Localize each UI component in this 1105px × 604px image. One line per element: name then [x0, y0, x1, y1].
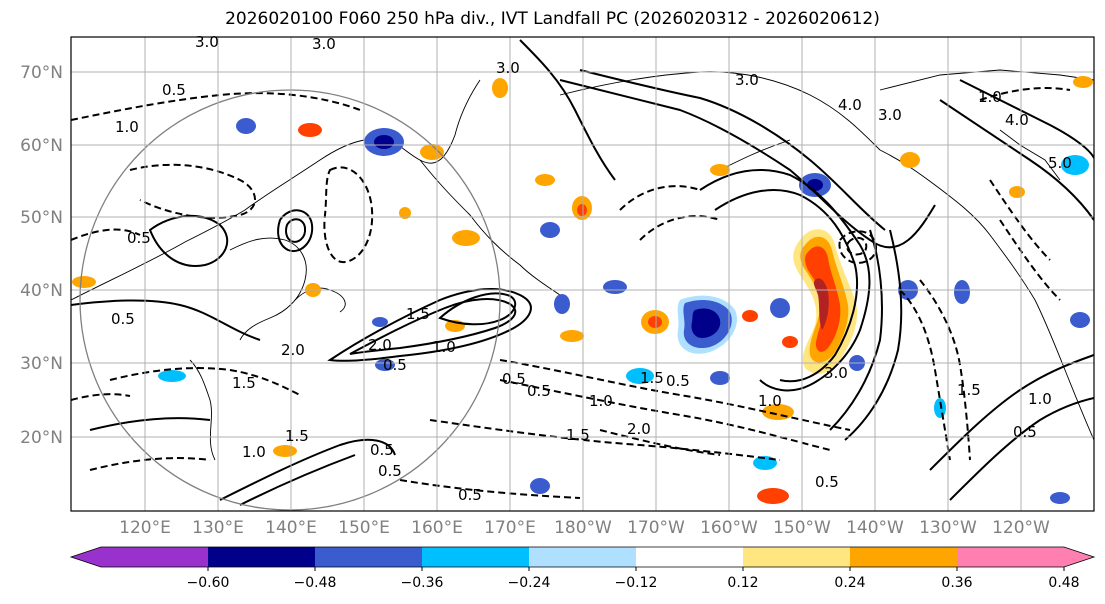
- contour-label: 2.0: [281, 341, 305, 359]
- contour-label: 0.5: [1013, 423, 1037, 441]
- lon-label: 140°E: [265, 518, 317, 538]
- colorbar-segment: [529, 547, 637, 567]
- colorbar-label: −0.12: [615, 575, 658, 591]
- contour-label: 2.0: [368, 336, 392, 354]
- colorbar-label: 0.48: [1048, 575, 1079, 591]
- contour-label: 1.0: [589, 392, 613, 410]
- lon-label: 130°E: [192, 518, 244, 538]
- contour-label: 1.5: [232, 374, 256, 392]
- colorbar-label: −0.24: [508, 575, 551, 591]
- contour-label: 3.0: [735, 71, 759, 89]
- contour-label: 1.0: [432, 338, 456, 356]
- contour-label: 4.0: [1005, 111, 1029, 129]
- lon-label: 120°E: [119, 518, 171, 538]
- colorbar: −0.60 −0.48 −0.36 −0.24 −0.12 0.12 0.24 0.36 0.4…: [69, 546, 1096, 591]
- colorbar-extend-low: [71, 547, 101, 567]
- contour-label: 3.0: [312, 35, 336, 53]
- contour-label: 3.0: [195, 33, 219, 51]
- lon-label: 160°E: [411, 518, 463, 538]
- lat-label: 20°N: [20, 428, 63, 448]
- gridlines: [71, 37, 1094, 511]
- lon-label: 130°W: [919, 518, 977, 538]
- contour-label: 1.0: [978, 88, 1002, 106]
- lat-label: 60°N: [20, 136, 63, 156]
- contour-label: 3.0: [824, 364, 848, 382]
- contour-label: 1.0: [758, 392, 782, 410]
- colorbar-segment: [208, 547, 316, 567]
- lon-label: 170°W: [627, 518, 685, 538]
- lon-label: 150°W: [773, 518, 831, 538]
- lon-label: 180°W: [554, 518, 612, 538]
- lon-label: 150°E: [338, 518, 390, 538]
- contour-label: 1.5: [566, 426, 590, 444]
- colorbar-label: 0.36: [941, 575, 972, 591]
- lon-label: 170°E: [484, 518, 536, 538]
- lat-axis-labels: 70°N 60°N 50°N 40°N 30°N 20°N: [20, 63, 63, 448]
- contour-label: 0.5: [127, 229, 151, 247]
- contour-label: 0.5: [370, 441, 394, 459]
- contour-label: 1.0: [115, 118, 139, 136]
- contour-label: 1.5: [957, 381, 981, 399]
- contour-label: 0.5: [502, 370, 526, 388]
- pc-contours-dashed: [71, 87, 1071, 499]
- colorbar-segment: [422, 547, 530, 567]
- colorbar-label: 0.24: [834, 575, 865, 591]
- lat-label: 50°N: [20, 208, 63, 228]
- lon-label: 120°W: [992, 518, 1050, 538]
- contour-label: 1.5: [285, 427, 309, 445]
- lat-label: 30°N: [20, 354, 63, 374]
- contour-label: 1.5: [640, 369, 664, 387]
- contour-label: 2.0: [627, 420, 651, 438]
- contour-label: 4.0: [838, 96, 862, 114]
- contour-label: 0.5: [666, 372, 690, 390]
- contour-label: 1.0: [242, 443, 266, 461]
- lon-label: 160°W: [700, 518, 758, 538]
- colorbar-segment: [315, 547, 423, 567]
- lat-label: 70°N: [20, 63, 63, 83]
- contour-label: 5.0: [1048, 154, 1072, 172]
- contour-label: 0.5: [162, 81, 186, 99]
- contour-label: 0.5: [458, 486, 482, 504]
- lon-label: 140°W: [846, 518, 904, 538]
- contour-label: 1.5: [406, 305, 430, 323]
- pc-contours-solid: [71, 39, 1094, 506]
- colorbar-segment: [636, 547, 744, 567]
- contour-label: 0.5: [383, 356, 407, 374]
- colorbar-segment: [743, 547, 851, 567]
- contour-label: 3.0: [496, 59, 520, 77]
- colorbar-segment: [850, 547, 958, 567]
- colorbar-extend-high: [1064, 547, 1094, 567]
- map-frame: [70, 36, 1095, 512]
- colorbar-segment: [957, 547, 1064, 567]
- colorbar-outline: [69, 546, 1096, 568]
- contour-label: 0.5: [378, 462, 402, 480]
- colorbar-label: −0.60: [187, 575, 230, 591]
- contour-label: 0.5: [111, 310, 135, 328]
- range-circle: [79, 89, 501, 511]
- map-title: 2026020100 F060 250 hPa div., IVT Landfa…: [225, 9, 880, 29]
- colorbar-label: −0.48: [294, 575, 337, 591]
- lat-label: 40°N: [20, 281, 63, 301]
- contour-label: 0.5: [815, 473, 839, 491]
- colorbar-segment: [101, 547, 209, 567]
- colorbar-label: 0.12: [727, 575, 758, 591]
- lon-axis-labels: 120°E 130°E 140°E 150°E 160°E 170°E 180°…: [119, 518, 1050, 538]
- contour-labels: 3.0 3.0 3.0 3.0 4.0 3.0 1.0 4.0 5.0 0.5 …: [111, 33, 1072, 504]
- coastlines: [71, 69, 1094, 461]
- contour-label: 0.5: [527, 382, 551, 400]
- contour-label: 3.0: [878, 106, 902, 124]
- contour-label: 1.0: [1028, 390, 1052, 408]
- colorbar-label: −0.36: [401, 575, 444, 591]
